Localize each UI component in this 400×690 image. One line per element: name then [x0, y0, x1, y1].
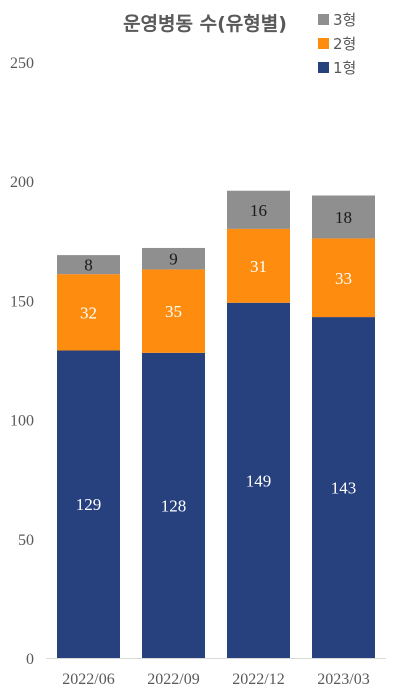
data-label: 16	[250, 201, 267, 220]
legend-label: 1형	[333, 59, 356, 77]
data-label: 18	[335, 208, 352, 227]
legend: 3형 2형 1형	[318, 11, 356, 77]
legend-label: 3형	[333, 11, 356, 29]
bar-segment	[142, 269, 205, 353]
legend-swatch	[318, 14, 329, 25]
bar-segment	[227, 228, 290, 303]
bar-segment	[227, 190, 290, 229]
bar-stack: 149 31 16	[227, 190, 290, 658]
bars: 129 32 8 128 35 9 149 31 16 143 33 18	[57, 190, 375, 658]
bar-segment	[227, 302, 290, 658]
y-tick-label: 150	[10, 293, 34, 310]
bar-stack: 143 33 18	[312, 195, 375, 658]
bar-segment	[57, 274, 120, 351]
legend-swatch	[318, 38, 329, 49]
y-tick-label: 100	[10, 413, 34, 430]
data-label: 32	[80, 303, 97, 322]
legend-item: 2형	[318, 35, 356, 53]
legend-label: 2형	[333, 35, 356, 53]
bar-segment	[312, 195, 375, 239]
bar-segment	[142, 352, 205, 658]
chart-title: 운영병동 수(유형별)	[123, 13, 287, 35]
bar-stack: 129 32 8	[57, 255, 120, 658]
data-label: 128	[161, 496, 187, 515]
bar-segment	[142, 247, 205, 270]
y-tick-label: 250	[10, 55, 34, 72]
bar-segment	[312, 238, 375, 318]
bar-segment	[57, 255, 120, 275]
data-label: 149	[246, 471, 272, 490]
data-label: 129	[76, 495, 102, 514]
data-label: 33	[335, 269, 352, 288]
data-label: 9	[169, 250, 178, 269]
data-label: 143	[331, 479, 357, 498]
y-tick-label: 200	[10, 174, 34, 191]
data-label: 35	[165, 302, 182, 321]
bar-stack: 128 35 9	[142, 247, 205, 658]
x-tick-label: 2022/06	[62, 671, 114, 688]
y-tick-label: 50	[18, 532, 34, 549]
y-axis: 0 50 100 150 200 250	[10, 55, 34, 668]
x-axis: 2022/06 2022/09 2022/12 2023/03	[46, 658, 386, 688]
data-label: 8	[84, 256, 93, 275]
x-tick-label: 2022/09	[147, 671, 199, 688]
legend-item: 3형	[318, 11, 356, 29]
bar-segment	[57, 350, 120, 658]
data-label: 31	[250, 257, 267, 276]
legend-swatch	[318, 62, 329, 73]
x-tick-label: 2023/03	[317, 671, 369, 688]
legend-item: 1형	[318, 59, 356, 77]
y-tick-label: 0	[26, 651, 34, 668]
bar-segment	[312, 317, 375, 658]
x-tick-label: 2022/12	[232, 671, 284, 688]
